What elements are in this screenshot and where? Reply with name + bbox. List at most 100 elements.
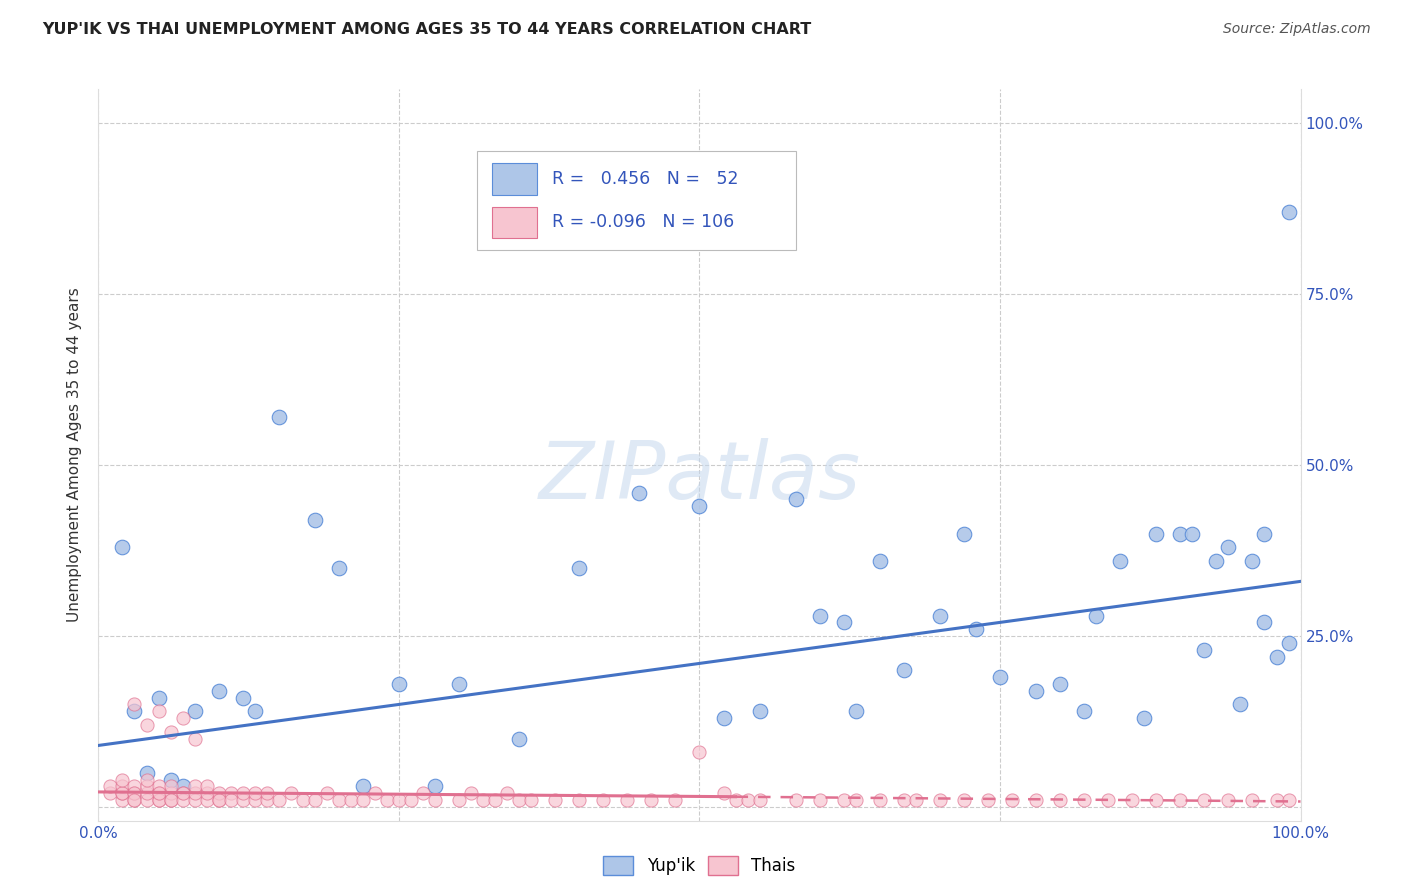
Point [808, 793, 831, 807]
Point [1194, 642, 1216, 657]
Point [1073, 704, 1095, 718]
Point [447, 677, 470, 691]
Point [1253, 526, 1275, 541]
Point [172, 711, 194, 725]
Point [148, 793, 170, 807]
Point [135, 786, 157, 800]
Point [1073, 793, 1095, 807]
Point [172, 780, 194, 794]
Point [1253, 615, 1275, 630]
Point [304, 793, 326, 807]
Point [124, 786, 146, 800]
Point [183, 786, 205, 800]
Point [243, 793, 266, 807]
Point [256, 793, 278, 807]
Point [111, 786, 134, 800]
Point [1181, 526, 1204, 541]
Point [364, 786, 387, 800]
Point [1265, 793, 1288, 807]
Point [508, 731, 530, 746]
Point [1277, 793, 1299, 807]
Point [893, 793, 915, 807]
Point [1218, 793, 1240, 807]
Point [315, 786, 337, 800]
Text: YUP'IK VS THAI UNEMPLOYMENT AMONG AGES 35 TO 44 YEARS CORRELATION CHART: YUP'IK VS THAI UNEMPLOYMENT AMONG AGES 3… [42, 22, 811, 37]
Point [340, 793, 363, 807]
Point [124, 780, 146, 794]
Point [148, 704, 170, 718]
Point [928, 608, 950, 623]
Point [352, 793, 374, 807]
Point [423, 793, 446, 807]
Point [640, 793, 662, 807]
Point [304, 513, 326, 527]
Point [111, 780, 134, 794]
Point [1277, 205, 1299, 219]
Point [208, 793, 231, 807]
Point [1133, 711, 1156, 725]
Point [1218, 540, 1240, 554]
Point [375, 793, 398, 807]
Point [845, 793, 868, 807]
Text: Source: ZipAtlas.com: Source: ZipAtlas.com [1223, 22, 1371, 37]
Point [172, 793, 194, 807]
Point [724, 793, 747, 807]
Point [159, 793, 181, 807]
Point [100, 780, 122, 794]
Point [1121, 793, 1143, 807]
Point [208, 793, 231, 807]
Point [135, 772, 157, 787]
Point [484, 793, 506, 807]
Point [232, 690, 254, 705]
Point [232, 786, 254, 800]
Point [1241, 554, 1264, 568]
Point [159, 772, 181, 787]
Point [869, 554, 891, 568]
Point [148, 793, 170, 807]
Point [713, 786, 735, 800]
Point [135, 718, 157, 732]
Point [1049, 793, 1071, 807]
Point [328, 793, 350, 807]
Point [124, 793, 146, 807]
Point [1241, 793, 1264, 807]
Point [928, 793, 950, 807]
Point [472, 793, 495, 807]
Point [124, 704, 146, 718]
Point [159, 780, 181, 794]
Point [953, 526, 976, 541]
FancyBboxPatch shape [492, 207, 537, 238]
Point [135, 780, 157, 794]
Point [1229, 698, 1251, 712]
Point [832, 793, 855, 807]
Point [628, 485, 651, 500]
Point [1025, 793, 1047, 807]
Point [1144, 793, 1167, 807]
Point [1265, 649, 1288, 664]
Point [148, 786, 170, 800]
Point [388, 793, 411, 807]
Point [111, 786, 134, 800]
Point [893, 663, 915, 677]
Point [148, 690, 170, 705]
Point [399, 793, 422, 807]
Point [1109, 554, 1132, 568]
Point [785, 793, 807, 807]
Point [280, 786, 302, 800]
Point [1194, 793, 1216, 807]
FancyBboxPatch shape [477, 152, 796, 250]
Point [388, 677, 411, 691]
Point [1097, 793, 1119, 807]
Point [183, 704, 205, 718]
Point [1144, 526, 1167, 541]
Point [1277, 636, 1299, 650]
Point [447, 793, 470, 807]
Point [148, 780, 170, 794]
Point [904, 793, 927, 807]
Point [568, 560, 591, 574]
Point [183, 731, 205, 746]
Point [1170, 793, 1192, 807]
Point [689, 499, 711, 513]
Point [713, 711, 735, 725]
Text: R = -0.096   N = 106: R = -0.096 N = 106 [551, 213, 734, 231]
